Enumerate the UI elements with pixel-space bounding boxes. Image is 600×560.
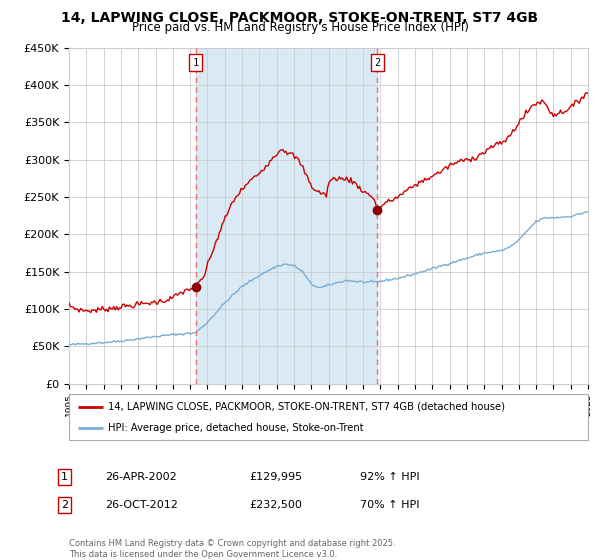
- Text: 26-APR-2002: 26-APR-2002: [105, 472, 177, 482]
- Text: 26-OCT-2012: 26-OCT-2012: [105, 500, 178, 510]
- Text: HPI: Average price, detached house, Stoke-on-Trent: HPI: Average price, detached house, Stok…: [108, 423, 364, 433]
- Text: £129,995: £129,995: [249, 472, 302, 482]
- Text: 2: 2: [61, 500, 68, 510]
- Text: 14, LAPWING CLOSE, PACKMOOR, STOKE-ON-TRENT, ST7 4GB (detached house): 14, LAPWING CLOSE, PACKMOOR, STOKE-ON-TR…: [108, 402, 505, 412]
- Text: Price paid vs. HM Land Registry's House Price Index (HPI): Price paid vs. HM Land Registry's House …: [131, 21, 469, 34]
- Text: 2: 2: [374, 58, 380, 68]
- Text: 1: 1: [193, 58, 199, 68]
- Text: 92% ↑ HPI: 92% ↑ HPI: [360, 472, 419, 482]
- Text: 14, LAPWING CLOSE, PACKMOOR, STOKE-ON-TRENT, ST7 4GB: 14, LAPWING CLOSE, PACKMOOR, STOKE-ON-TR…: [61, 11, 539, 25]
- Text: £232,500: £232,500: [249, 500, 302, 510]
- Text: Contains HM Land Registry data © Crown copyright and database right 2025.
This d: Contains HM Land Registry data © Crown c…: [69, 539, 395, 559]
- Text: 1: 1: [61, 472, 68, 482]
- Text: 70% ↑ HPI: 70% ↑ HPI: [360, 500, 419, 510]
- Bar: [196, 48, 377, 384]
